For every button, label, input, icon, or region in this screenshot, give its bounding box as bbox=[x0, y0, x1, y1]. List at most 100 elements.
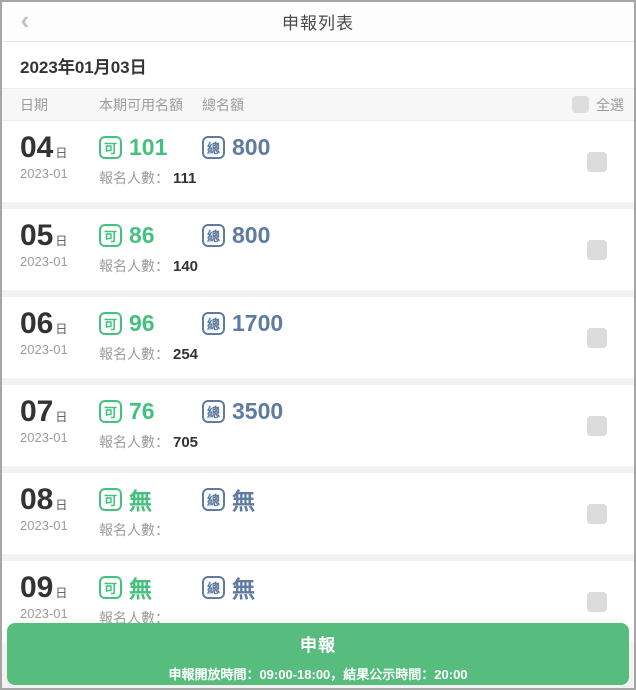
declare-button[interactable]: 申報 申報開放時間：09:00-18:00，結果公示時間：20:00 bbox=[7, 623, 629, 685]
total-value: 800 bbox=[232, 221, 271, 248]
total-quota: 總 1700 bbox=[202, 310, 283, 337]
total-badge-icon: 總 bbox=[202, 223, 225, 247]
day-unit: 日 bbox=[55, 322, 68, 336]
day-unit: 日 bbox=[55, 146, 68, 160]
day-month: 2023-01 bbox=[20, 518, 68, 533]
signup-line: 報名人數： 254 bbox=[99, 344, 634, 364]
available-quota: 可 76 bbox=[99, 398, 202, 425]
select-all[interactable]: 全選 bbox=[572, 95, 624, 115]
available-quota: 可 86 bbox=[99, 222, 202, 249]
column-available: 本期可用名額 bbox=[99, 96, 183, 113]
available-badge-icon: 可 bbox=[99, 135, 122, 159]
date-row[interactable]: 07 日 2023-01 可 76 總 3500 報名人數： bbox=[2, 385, 634, 466]
row-checkbox[interactable] bbox=[587, 591, 607, 612]
total-badge-icon: 總 bbox=[202, 487, 225, 511]
day-column: 09 日 2023-01 bbox=[20, 573, 99, 642]
day-unit: 日 bbox=[55, 586, 68, 600]
available-value: 86 bbox=[129, 221, 155, 248]
signup-label: 報名人數： bbox=[99, 258, 169, 274]
day-unit: 日 bbox=[55, 410, 68, 424]
day-number: 08 bbox=[20, 483, 54, 516]
day-column: 06 日 2023-01 bbox=[20, 309, 99, 378]
signup-label: 報名人數： bbox=[99, 610, 169, 626]
date-list: 04 日 2023-01 可 101 總 800 報名人數： bbox=[2, 121, 634, 642]
signup-label: 報名人數： bbox=[99, 346, 169, 362]
day-month: 2023-01 bbox=[20, 254, 68, 269]
available-value: 101 bbox=[129, 133, 168, 160]
total-badge-icon: 總 bbox=[202, 135, 225, 159]
available-badge-icon: 可 bbox=[99, 487, 122, 511]
day-column: 05 日 2023-01 bbox=[20, 221, 99, 290]
column-date: 日期 bbox=[20, 96, 48, 113]
day-month: 2023-01 bbox=[20, 430, 68, 445]
signup-line: 報名人數： bbox=[99, 520, 634, 540]
total-quota: 總 800 bbox=[202, 134, 270, 161]
available-value: 無 bbox=[129, 576, 152, 602]
day-number: 07 bbox=[20, 395, 54, 428]
available-value: 無 bbox=[129, 488, 152, 514]
quota-column: 可 無 總 無 報名人數： bbox=[99, 573, 634, 642]
day-month: 2023-01 bbox=[20, 166, 68, 181]
signup-line: 報名人數： bbox=[99, 608, 634, 628]
quota-column: 可 76 總 3500 報名人數： 705 bbox=[99, 397, 634, 466]
date-row[interactable]: 05 日 2023-01 可 86 總 800 報名人數： 1 bbox=[2, 209, 634, 290]
day-column: 07 日 2023-01 bbox=[20, 397, 99, 466]
row-checkbox[interactable] bbox=[587, 239, 607, 260]
signup-line: 報名人數： 705 bbox=[99, 432, 634, 452]
total-value: 3500 bbox=[232, 397, 284, 424]
available-value: 76 bbox=[129, 397, 155, 424]
quota-column: 可 96 總 1700 報名人數： 254 bbox=[99, 309, 634, 378]
declare-time-info: 申報開放時間：09:00-18:00，結果公示時間：20:00 bbox=[168, 667, 468, 682]
row-checkbox[interactable] bbox=[587, 415, 607, 436]
total-badge-icon: 總 bbox=[202, 575, 225, 599]
total-quota: 總 無 bbox=[202, 570, 255, 604]
day-unit: 日 bbox=[55, 498, 68, 512]
day-month: 2023-01 bbox=[20, 606, 68, 621]
signup-line: 報名人數： 140 bbox=[99, 256, 634, 276]
available-badge-icon: 可 bbox=[99, 223, 122, 247]
signup-label: 報名人數： bbox=[99, 434, 169, 450]
declare-button-label: 申報 bbox=[300, 636, 336, 655]
available-badge-icon: 可 bbox=[99, 399, 122, 423]
signup-value: 254 bbox=[173, 346, 199, 363]
row-checkbox[interactable] bbox=[587, 503, 607, 524]
available-badge-icon: 可 bbox=[99, 575, 122, 599]
total-badge-icon: 總 bbox=[202, 311, 225, 335]
current-date: 2023年01月03日 bbox=[20, 57, 147, 77]
total-quota: 總 3500 bbox=[202, 398, 283, 425]
back-icon[interactable]: ‹ bbox=[20, 5, 30, 35]
total-value: 800 bbox=[232, 133, 271, 160]
page-title: 申報列表 bbox=[282, 14, 354, 33]
date-row[interactable]: 04 日 2023-01 可 101 總 800 報名人數： bbox=[2, 121, 634, 202]
total-value: 無 bbox=[232, 488, 255, 514]
available-badge-icon: 可 bbox=[99, 311, 122, 335]
signup-value: 111 bbox=[173, 170, 197, 187]
total-quota: 總 800 bbox=[202, 222, 270, 249]
signup-label: 報名人數： bbox=[99, 522, 169, 538]
day-unit: 日 bbox=[55, 234, 68, 248]
quota-column: 可 無 總 無 報名人數： bbox=[99, 485, 634, 554]
row-checkbox[interactable] bbox=[587, 327, 607, 348]
quota-column: 可 86 總 800 報名人數： 140 bbox=[99, 221, 634, 290]
total-value: 1700 bbox=[232, 309, 284, 336]
available-quota: 可 96 bbox=[99, 310, 202, 337]
column-total: 總名額 bbox=[202, 96, 244, 113]
day-number: 06 bbox=[20, 307, 54, 340]
day-column: 08 日 2023-01 bbox=[20, 485, 99, 554]
day-column: 04 日 2023-01 bbox=[20, 133, 99, 202]
available-value: 96 bbox=[129, 309, 155, 336]
row-checkbox[interactable] bbox=[587, 151, 607, 172]
date-row[interactable]: 08 日 2023-01 可 無 總 無 報名人數： bbox=[2, 473, 634, 554]
available-quota: 可 無 bbox=[99, 570, 202, 604]
signup-value: 705 bbox=[173, 434, 199, 451]
date-row[interactable]: 06 日 2023-01 可 96 總 1700 報名人數： bbox=[2, 297, 634, 378]
total-quota: 總 無 bbox=[202, 482, 255, 516]
day-number: 05 bbox=[20, 219, 54, 252]
signup-value: 140 bbox=[173, 258, 199, 275]
available-quota: 可 無 bbox=[99, 482, 202, 516]
select-all-checkbox[interactable] bbox=[572, 96, 589, 113]
day-number: 09 bbox=[20, 571, 54, 604]
column-header: 日期 本期可用名額 總名額 全選 bbox=[2, 89, 634, 121]
current-date-bar: 2023年01月03日 bbox=[2, 42, 634, 89]
